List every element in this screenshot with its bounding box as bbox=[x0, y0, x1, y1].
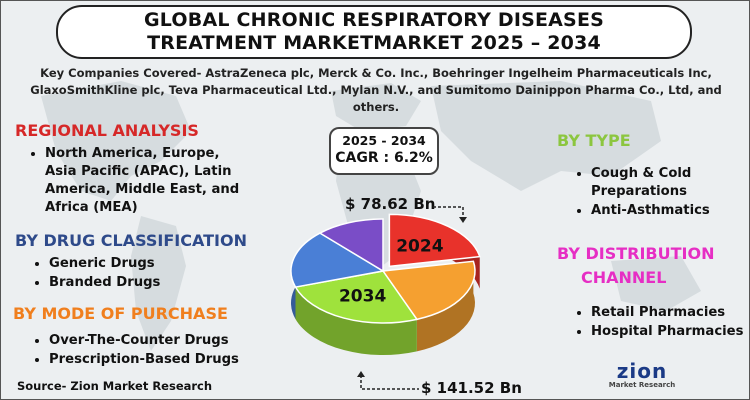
logo-subtitle: Market Research bbox=[608, 381, 676, 389]
pie-slice bbox=[294, 270, 419, 324]
start-value-arrow bbox=[433, 206, 467, 223]
cagr-value: CAGR : 6.2% bbox=[335, 150, 433, 166]
zion-logo: zion Market Research bbox=[607, 361, 677, 390]
regional-analysis-heading: REGIONAL ANALYSIS bbox=[15, 121, 199, 140]
pie-slice bbox=[381, 260, 476, 321]
pie-slice-side bbox=[416, 261, 475, 352]
list-item: Anti-Asthmatics bbox=[591, 202, 749, 220]
list-item: Generic Drugs bbox=[49, 255, 269, 273]
end-value-arrow bbox=[357, 371, 419, 390]
drug-classification-list: Generic Drugs Branded Drugs bbox=[31, 255, 269, 293]
distribution-channel-heading-line2: CHANNEL bbox=[581, 268, 667, 287]
by-type-list: Cough & Cold Preparations Anti-Asthmatic… bbox=[573, 165, 749, 221]
source-note: Source- Zion Market Research bbox=[17, 379, 213, 393]
list-item: Prescription-Based Drugs bbox=[49, 351, 279, 369]
title-line-2: TREATMENT MARKETMARKET 2025 – 2034 bbox=[147, 32, 601, 54]
drug-classification-heading: BY DRUG CLASSIFICATION bbox=[15, 231, 247, 250]
pie-slice-label: 2034 bbox=[339, 286, 386, 306]
market-pie-chart: 2024 2034 bbox=[290, 213, 481, 355]
list-item: North America, Europe, Asia Pacific (APA… bbox=[45, 145, 250, 217]
distribution-channel-list: Retail Pharmacies Hospital Pharmacies bbox=[573, 304, 749, 342]
list-item: Cough & Cold Preparations bbox=[591, 165, 749, 201]
pie-slice bbox=[388, 213, 481, 268]
end-value-label: $ 141.52 Bn bbox=[421, 379, 522, 397]
pie-slice-label: 2024 bbox=[396, 237, 443, 257]
list-item: Hospital Pharmacies bbox=[591, 323, 749, 341]
title-line-1: GLOBAL CHRONIC RESPIRATORY DISEASES bbox=[143, 9, 605, 31]
pie-slice bbox=[290, 232, 386, 288]
key-companies: Key Companies Covered- AstraZeneca plc, … bbox=[30, 66, 722, 114]
list-item: Retail Pharmacies bbox=[591, 304, 749, 322]
pie-labels-layer: 2024 2034 bbox=[339, 237, 444, 307]
cagr-box: 2025 - 2034 CAGR : 6.2% bbox=[329, 127, 439, 175]
mode-of-purchase-list: Over-The-Counter Drugs Prescription-Base… bbox=[31, 332, 279, 370]
mode-of-purchase-heading: BY MODE OF PURCHASE bbox=[13, 304, 228, 323]
by-type-heading: BY TYPE bbox=[557, 131, 631, 150]
cagr-period: 2025 - 2034 bbox=[342, 133, 426, 148]
logo-word: zion bbox=[616, 359, 668, 383]
distribution-channel-heading-line1: BY DISTRIBUTION bbox=[557, 244, 715, 263]
list-item: Branded Drugs bbox=[49, 274, 269, 292]
pie-top-layer bbox=[290, 213, 481, 324]
start-value-label: $ 78.62 Bn bbox=[345, 195, 436, 213]
list-item: Over-The-Counter Drugs bbox=[49, 332, 279, 350]
title-banner: GLOBAL CHRONIC RESPIRATORY DISEASES TREA… bbox=[56, 5, 692, 59]
pie-slice bbox=[318, 218, 384, 273]
regional-list: North America, Europe, Asia Pacific (APA… bbox=[27, 145, 250, 218]
